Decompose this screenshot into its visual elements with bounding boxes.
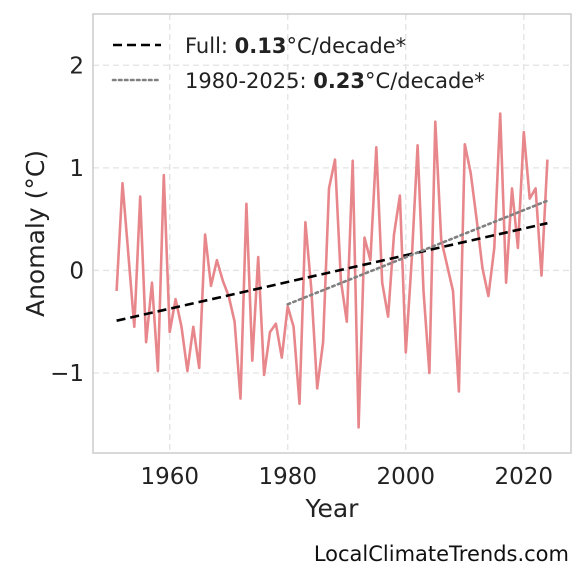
x-tick-label: 2000: [376, 464, 435, 490]
x-axis-label: Year: [305, 494, 360, 523]
x-tick-labels: 1960 1980 2000 2020: [140, 464, 553, 490]
trend-line-full: [116, 221, 548, 322]
legend-rate-value: 0.13: [235, 34, 287, 58]
y-axis-label: Anomaly (°C): [21, 150, 50, 317]
credit-text: LocalClimateTrends.com: [314, 542, 569, 566]
legend-prefix: 1980-2025:: [185, 69, 313, 93]
legend: Full: 0.13°C/decade*1980-2025: 0.23°C/de…: [111, 34, 485, 93]
legend-suffix: °C/decade*: [287, 34, 407, 58]
trend-line-1980-2025: [286, 199, 549, 306]
y-tick-label: −1: [50, 361, 84, 387]
legend-entry: Full: 0.13°C/decade*: [185, 34, 406, 58]
y-tick-labels: −1 0 1 2: [50, 53, 84, 387]
legend-rate-value: 0.23: [313, 69, 365, 93]
y-tick-label: 1: [69, 156, 84, 182]
plot-frame: [92, 13, 572, 454]
y-tick-label: 0: [69, 258, 84, 284]
x-tick-label: 2020: [495, 464, 554, 490]
x-tick-label: 1960: [140, 464, 199, 490]
series-anomaly-line: [115, 112, 549, 429]
legend-prefix: Full:: [185, 34, 235, 58]
legend-entry: 1980-2025: 0.23°C/decade*: [185, 69, 485, 93]
legend-suffix: °C/decade*: [365, 69, 485, 93]
gridlines: [93, 14, 571, 453]
series-layer: [115, 112, 549, 429]
x-tick-label: 1980: [258, 464, 317, 490]
y-tick-label: 2: [69, 53, 84, 79]
